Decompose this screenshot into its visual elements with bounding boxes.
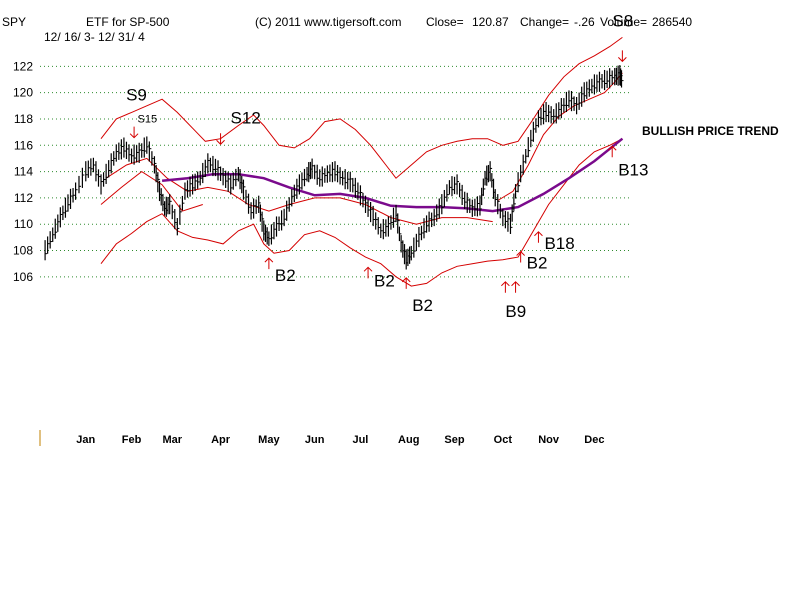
- signal-s8-arrow: [618, 50, 627, 63]
- x-axis-tick-labels: Jan Feb Mar Apr May Jun Jul Aug Sep Oct Nov Dec: [76, 434, 604, 446]
- signal-b9-arrow: [501, 281, 510, 293]
- signal-b2-label: B2: [412, 296, 433, 315]
- signal-b9-arrow: [511, 281, 520, 293]
- inner-upper-band: [497, 72, 623, 201]
- volume-label: Volume=: [600, 15, 648, 29]
- y-axis-tick-labels: 106 108 110 112 114 116 118 120 122: [13, 59, 33, 284]
- signal-b2-label: B2: [275, 266, 296, 285]
- y-tick-label-106: 106: [13, 270, 33, 284]
- x-tick-label-feb: Feb: [122, 434, 142, 446]
- signal-b2-arrow: [264, 257, 274, 270]
- y-tick-label-118: 118: [14, 112, 33, 126]
- price-series: [44, 65, 624, 270]
- close-label: Close=: [426, 15, 464, 29]
- bullish-trend-label: BULLISH PRICE TREND: [642, 124, 779, 138]
- chart-title: ETF for SP-500: [86, 15, 170, 29]
- signal-b2-label: B2: [527, 254, 548, 273]
- x-tick-label-dec: Dec: [584, 434, 604, 446]
- y-tick-label-122: 122: [13, 59, 33, 73]
- signal-b9-label: B9: [505, 302, 526, 321]
- signal-b2-label: B2: [374, 271, 395, 290]
- y-tick-label-110: 110: [14, 217, 33, 231]
- x-tick-label-jun: Jun: [305, 434, 325, 446]
- inner-mid-band: [105, 157, 493, 225]
- signal-s15-label: S15: [138, 114, 158, 126]
- y-tick-label-120: 120: [13, 86, 33, 100]
- signal-b13-label: B13: [618, 160, 648, 179]
- y-tick-label-116: 116: [14, 138, 33, 152]
- signal-b2-arrow: [363, 266, 373, 279]
- signal-b18-label: B18: [544, 234, 574, 253]
- lower-band: [100, 138, 623, 287]
- x-tick-label-aug: Aug: [398, 434, 419, 446]
- x-tick-label-jul: Jul: [352, 434, 368, 446]
- y-tick-label-108: 108: [13, 244, 33, 258]
- y-tick-label-114: 114: [14, 165, 33, 179]
- close-value: 120.87: [472, 15, 509, 29]
- x-tick-label-mar: Mar: [162, 434, 182, 446]
- date-range: 12/ 16/ 3- 12/ 31/ 4: [44, 30, 145, 44]
- signal-s12-label: S12: [231, 108, 261, 127]
- signal-b18-arrow: [534, 231, 543, 243]
- ticker-label: SPY: [2, 15, 27, 29]
- x-tick-label-may: May: [258, 434, 280, 446]
- x-tick-label-jan: Jan: [76, 434, 95, 446]
- x-tick-label-sep: Sep: [444, 434, 464, 446]
- change-label: Change=: [520, 15, 570, 29]
- signal-s9-label: S9: [126, 86, 147, 105]
- x-tick-label-apr: Apr: [211, 434, 231, 446]
- change-value: -.26: [574, 15, 595, 29]
- y-tick-label-112: 112: [14, 191, 33, 205]
- signal-s12-arrow: [216, 133, 225, 145]
- signal-b13-arrow: [607, 145, 617, 158]
- signal-b2-arrow: [401, 277, 411, 289]
- copyright: (C) 2011 www.tigersoft.com: [255, 15, 402, 29]
- upper-band: [100, 36, 623, 179]
- x-tick-label-nov: Nov: [538, 434, 560, 446]
- inner-lower-band: [100, 170, 203, 212]
- volume-value: 286540: [652, 15, 693, 29]
- x-tick-label-oct: Oct: [494, 434, 513, 446]
- signal-s8-label: S8: [612, 11, 633, 30]
- signal-s9-arrow: [129, 126, 139, 139]
- signal-b2-arrow: [516, 250, 526, 263]
